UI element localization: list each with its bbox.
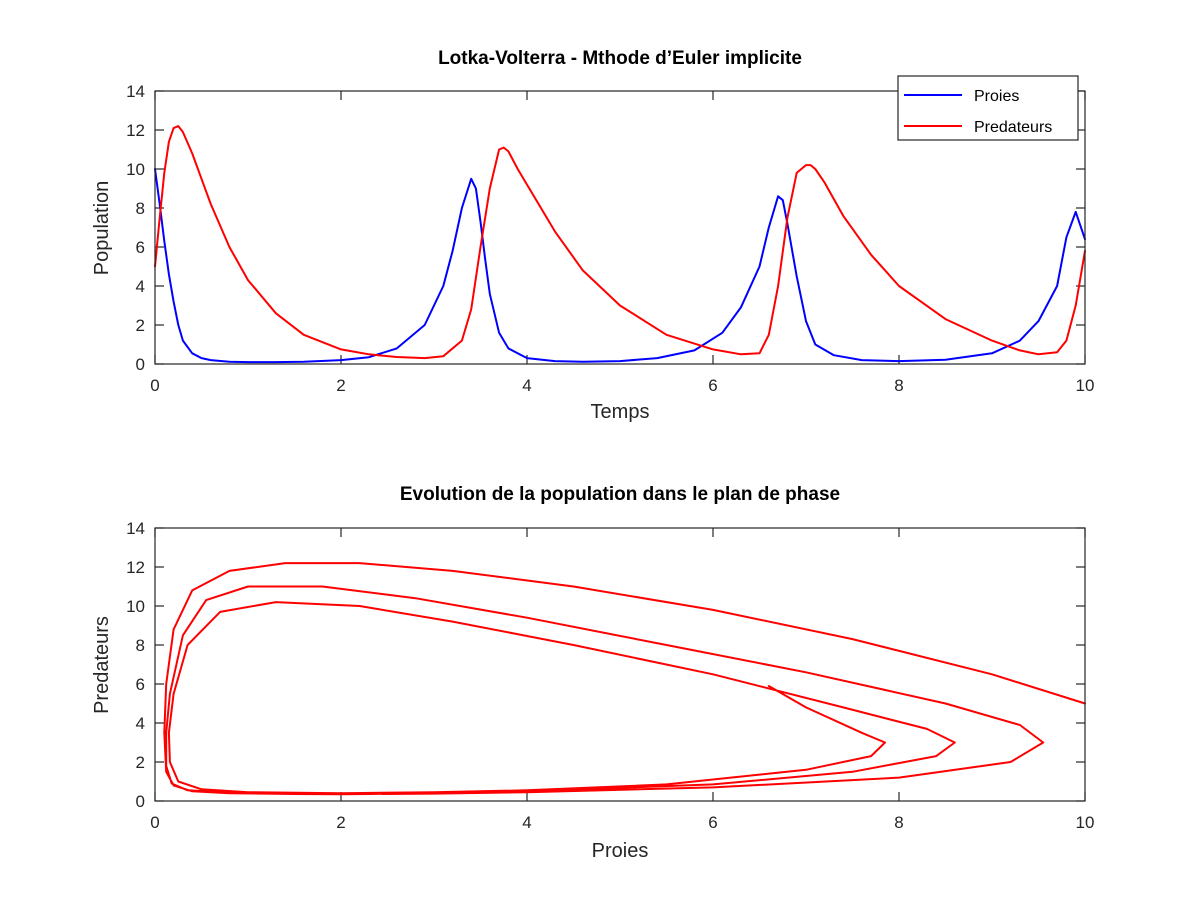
phase-plane-xlabel: Proies [592,840,649,862]
time-series-ytick-label: 12 [126,121,145,140]
phase-plane-ylabel: Predateurs [91,616,113,714]
time-series-xtick-label: 2 [336,376,345,395]
legend: Proies Predateurs [897,75,1079,141]
time-series-ytick-label: 2 [136,316,145,335]
phase-plane-ticks: 0 2 4 6 8 10 0 2 4 6 8 10 12 14 [126,519,1094,832]
time-series-ytick-label: 4 [136,277,145,296]
time-series-title: Lotka-Volterra - Mthode d’Euler implicit… [438,48,802,69]
time-series-ytick-label: 8 [136,199,145,218]
time-series-xtick-label: 6 [708,376,717,395]
phase-plane-lines [163,562,1086,796]
phase-plane-series-trajectory [163,562,1086,796]
time-series-series-predateurs [154,125,1086,360]
phase-plane-ytick-label: 14 [126,519,145,538]
time-series-ylabel: Population [91,181,113,276]
time-series-xtick-label: 8 [894,376,903,395]
time-series-xtick-label: 4 [522,376,531,395]
legend-predateurs-label: Predateurs [974,119,1052,136]
phase-plane-ytick-label: 0 [136,792,145,811]
legend-box [897,75,1079,141]
phase-plane-ytick-label: 10 [126,597,145,616]
time-series-series-proies [154,168,1086,364]
phase-plane-xtick-label: 6 [708,813,717,832]
phase-plane-ytick-label: 4 [136,714,145,733]
time-series-ytick-label: 10 [126,160,145,179]
phase-plane-xtick-label: 10 [1076,813,1095,832]
phase-plane-axes: Evolution de la population dans le plan … [91,484,1094,862]
phase-plane-title: Evolution de la population dans le plan … [400,484,840,505]
phase-plane-xtick-label: 8 [894,813,903,832]
time-series-ytick-label: 6 [136,238,145,257]
phase-plane-ytick-label: 8 [136,636,145,655]
time-series-ytick-label: 0 [136,355,145,374]
phase-plane-ytick-label: 2 [136,753,145,772]
time-series-xtick-label: 10 [1076,376,1095,395]
phase-plane-ytick-label: 12 [126,558,145,577]
time-series-xtick-label: 0 [150,376,159,395]
legend-proies-label: Proies [974,88,1019,105]
time-series-frame [154,90,1086,365]
phase-plane-ytick-label: 6 [136,675,145,694]
phase-plane-frame [154,527,1086,802]
time-series-xlabel: Temps [591,401,650,423]
time-series-lines [154,125,1086,364]
time-series-ytick-label: 14 [126,82,145,101]
phase-plane-xtick-label: 0 [150,813,159,832]
phase-plane-xtick-label: 2 [336,813,345,832]
phase-plane-xtick-label: 4 [522,813,531,832]
